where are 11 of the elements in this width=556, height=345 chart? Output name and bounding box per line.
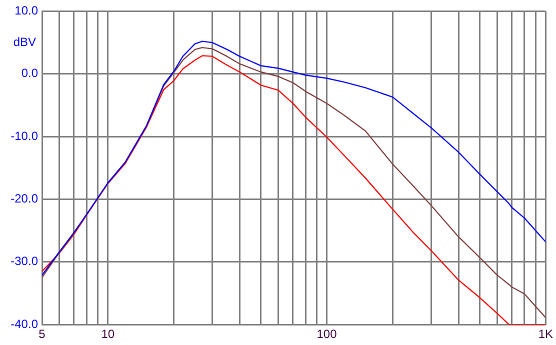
x-tick-label: 10 — [101, 327, 115, 342]
y-tick-label: -40.0 — [10, 316, 38, 331]
x-tick-label: 5 — [38, 327, 46, 342]
x-tick-label: 1K — [538, 327, 554, 342]
y-tick-label: -10.0 — [10, 128, 38, 143]
y-tick-label: 0.0 — [21, 66, 38, 80]
y-tick-label: 10.0 — [14, 4, 38, 18]
y-axis-title: dBV — [13, 34, 36, 49]
x-tick-label: 100 — [316, 327, 338, 342]
y-tick-label: -20.0 — [10, 192, 38, 206]
y-tick-label: -30.0 — [10, 254, 38, 268]
